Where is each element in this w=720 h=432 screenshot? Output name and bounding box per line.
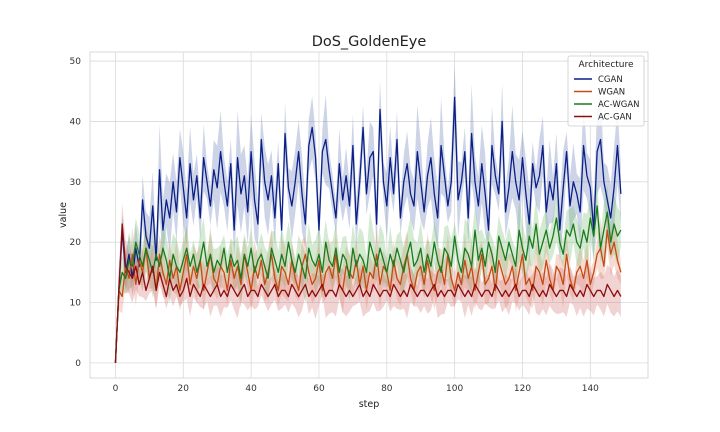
y-tick-label: 10: [70, 299, 82, 309]
x-tick-label: 120: [514, 384, 531, 394]
y-tick-label: 30: [70, 178, 82, 188]
series-lines: [114, 96, 622, 363]
y-tick-label: 50: [70, 57, 82, 67]
x-tick-label: 60: [313, 384, 325, 394]
legend-title: Architecture: [578, 60, 634, 70]
x-tick-label: 100: [446, 384, 463, 394]
y-tick-label: 20: [70, 238, 82, 248]
chart-title: DoS_GoldenEye: [312, 34, 427, 50]
legend-label-ac-wgan: AC-WGAN: [598, 100, 640, 110]
x-tick-label: 140: [582, 384, 599, 394]
legend-label-cgan: CGAN: [598, 75, 623, 85]
line-cgan: [114, 96, 622, 363]
x-tick-label: 0: [113, 384, 119, 394]
y-tick-label: 40: [70, 117, 82, 127]
y-axis-label: value: [58, 202, 69, 228]
legend-items: CGAN WGAN AC-WGAN AC-GAN: [574, 75, 640, 123]
grid-layer: [90, 52, 648, 378]
line-ac-wgan: [114, 205, 622, 363]
x-tick-label: 20: [178, 384, 190, 394]
legend: Architecture CGAN WGAN AC-WGAN AC-GAN: [567, 55, 645, 127]
band-wgan: [115, 211, 621, 363]
legend-label-ac-gan: AC-GAN: [598, 113, 632, 123]
line-ac-gan: [114, 223, 622, 363]
band-cgan: [115, 64, 621, 363]
y-tick-label: 0: [75, 359, 81, 369]
legend-box: [567, 55, 645, 127]
x-tick-label: 40: [245, 384, 257, 394]
x-axis-label: step: [359, 399, 380, 410]
x-tick-label: 80: [381, 384, 393, 394]
band-ac-wgan: [115, 179, 621, 363]
tick-labels: 0 20 40 60 80 100 120 140 0 10 20 30 40 50: [70, 57, 600, 394]
legend-label-wgan: WGAN: [598, 88, 625, 98]
